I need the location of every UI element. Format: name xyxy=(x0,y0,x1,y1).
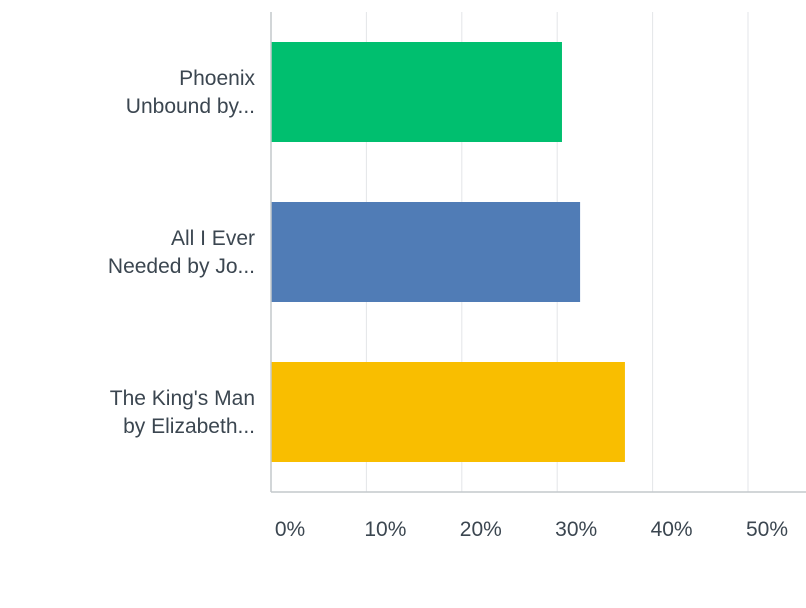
bar xyxy=(271,362,625,462)
bar xyxy=(271,202,581,302)
x-tick-label: 50% xyxy=(746,518,788,541)
x-tick-label: 40% xyxy=(651,518,693,541)
category-label: Phoenix Unbound by... xyxy=(126,67,256,118)
x-tick-label: 10% xyxy=(364,518,406,541)
axes xyxy=(270,12,806,493)
bars xyxy=(271,42,625,462)
x-tick-label: 0% xyxy=(275,518,305,541)
category-label: All I Ever Needed by Jo... xyxy=(108,227,255,278)
x-tick-label: 30% xyxy=(555,518,597,541)
bar xyxy=(271,42,562,142)
x-tick-labels: 0% 10% 20% 30% 40% 50% xyxy=(275,518,788,541)
category-labels: Phoenix Unbound by... All I Ever Needed by … xyxy=(108,67,256,438)
category-label: The King's Man by Elizabeth... xyxy=(110,387,255,438)
x-tick-label: 20% xyxy=(460,518,502,541)
